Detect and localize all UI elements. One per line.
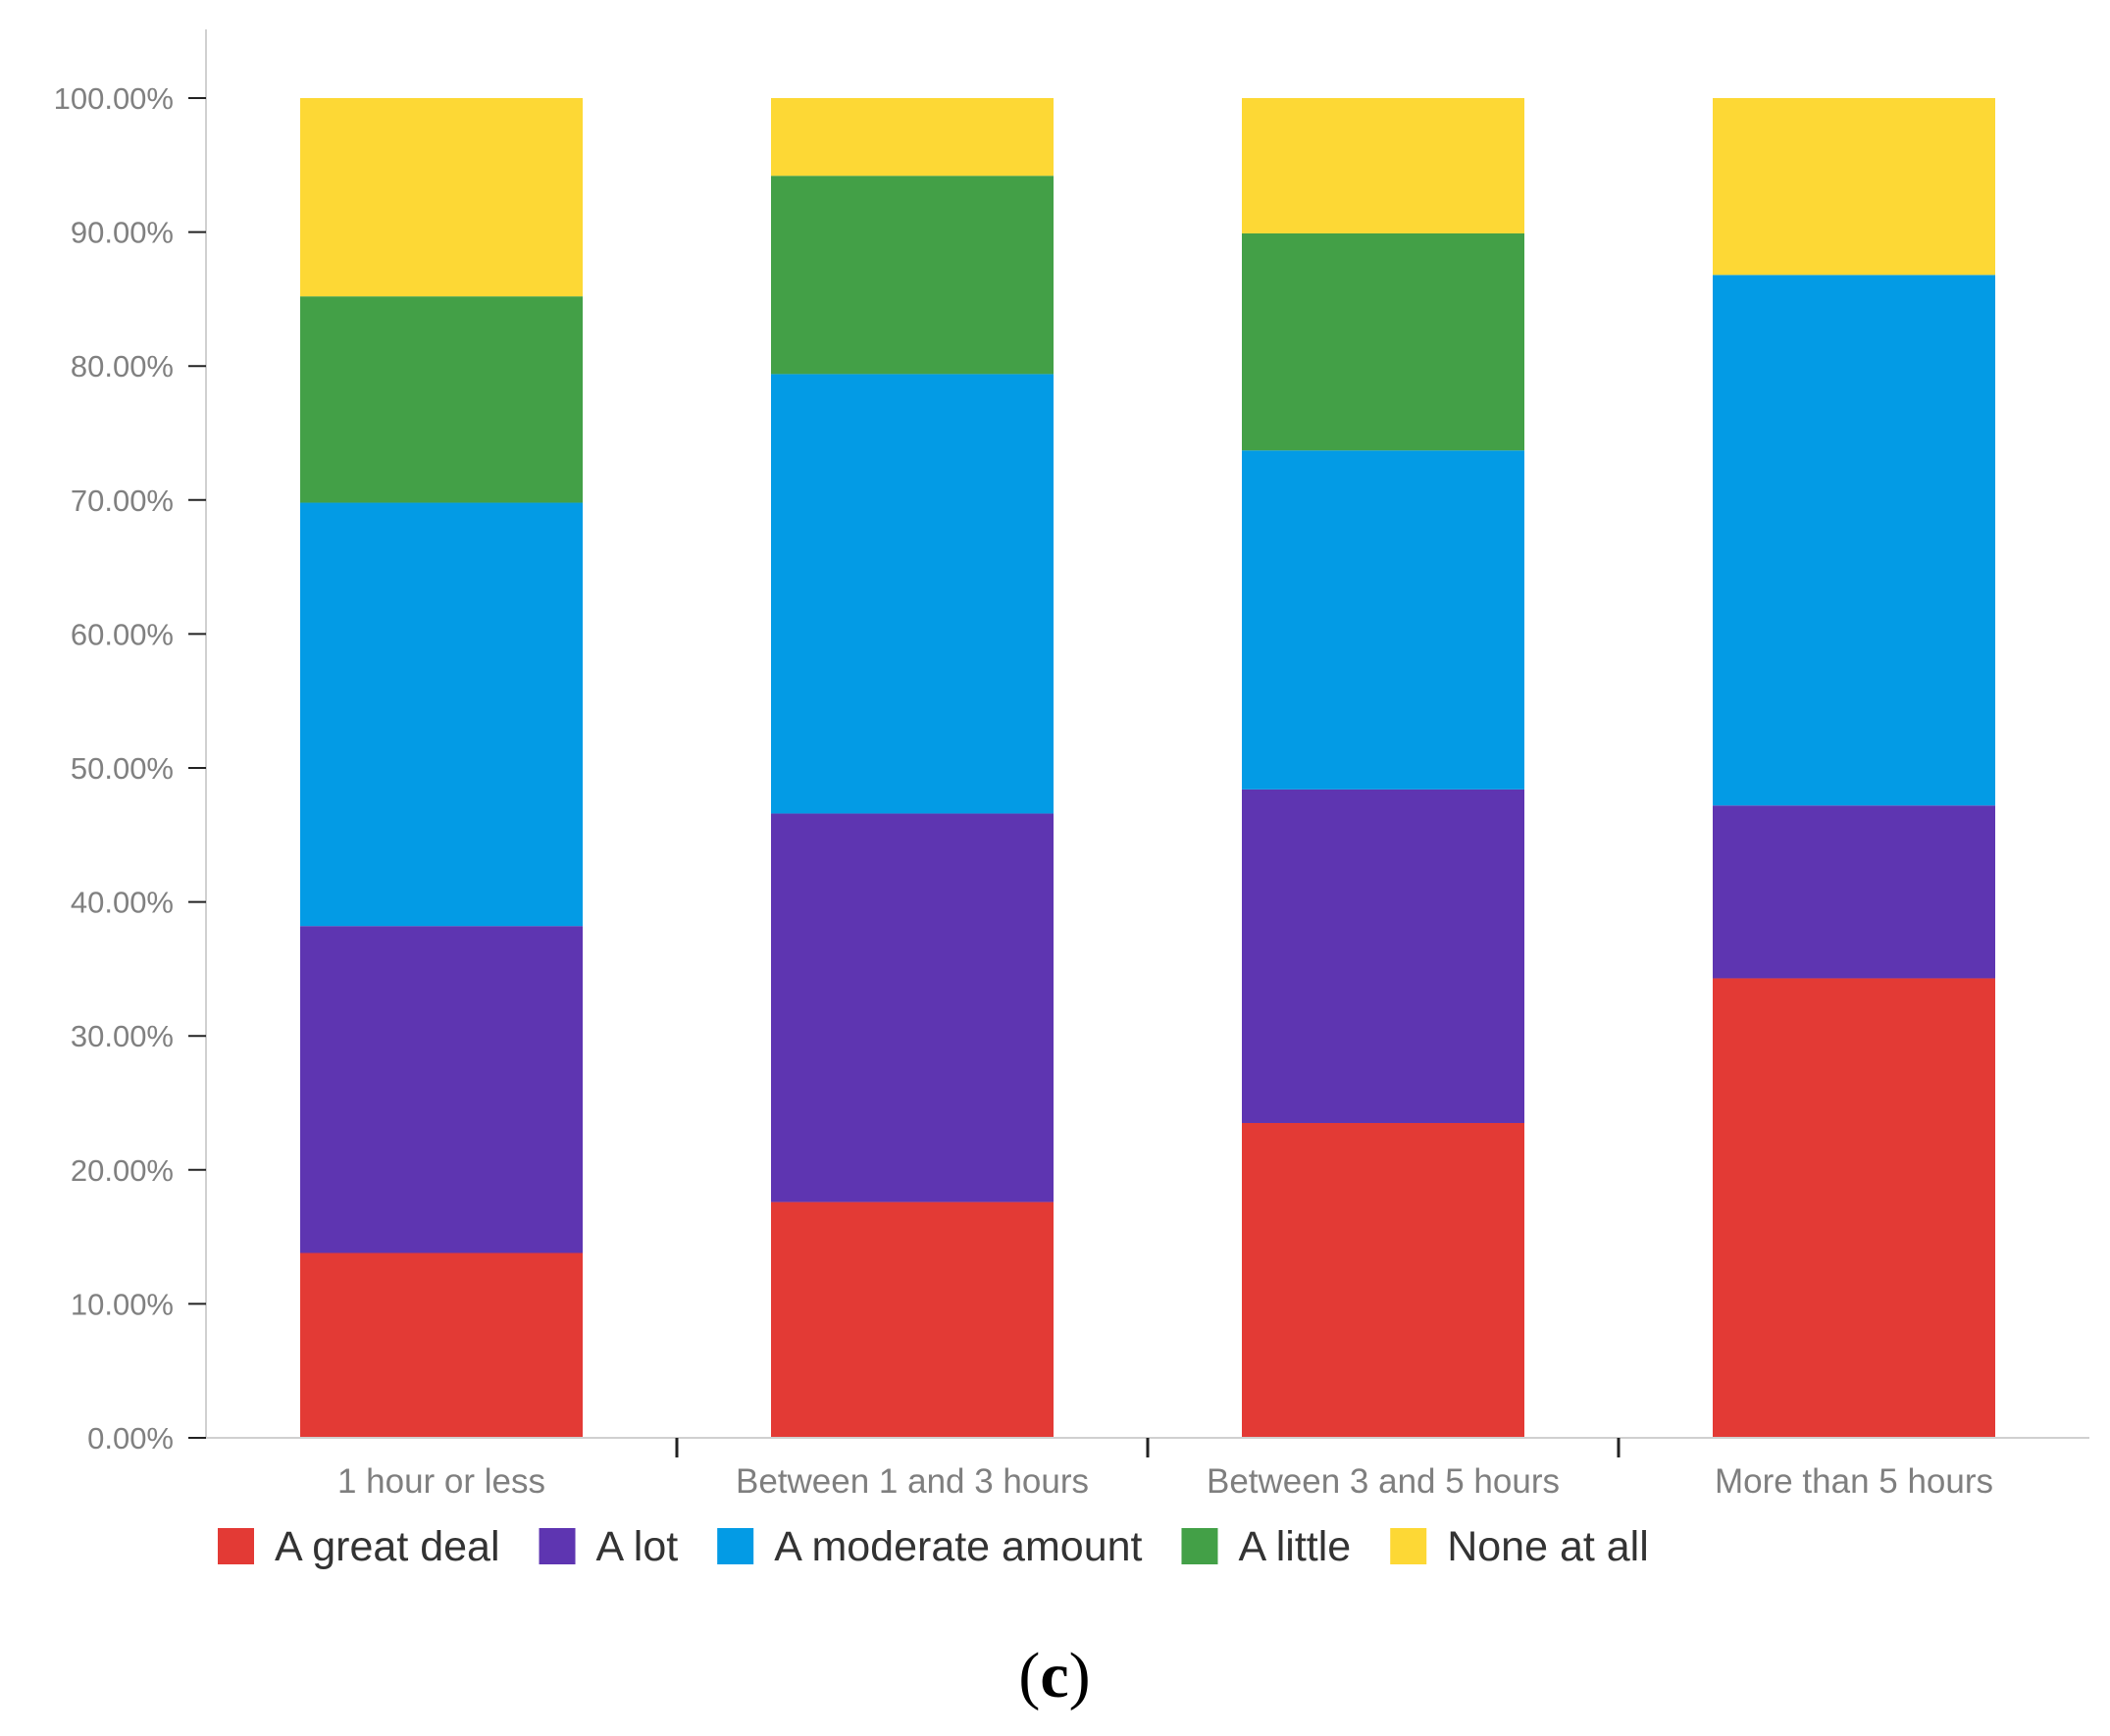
- x-axis: 1 hour or less Between 1 and 3 hours Betwe…: [206, 1437, 2089, 1501]
- bar-segment: [1242, 1122, 1524, 1438]
- legend-label: A moderate amount: [774, 1523, 1142, 1570]
- legend-item: None at all: [1390, 1523, 1649, 1570]
- legend-swatch: [717, 1528, 754, 1564]
- legend-swatch: [1390, 1528, 1427, 1564]
- bar-segment: [771, 98, 1054, 177]
- legend-swatch: [539, 1528, 576, 1564]
- legend-label: A little: [1238, 1523, 1351, 1570]
- y-axis: 0.00% 10.00% 20.00% 30.00% 40.00% 50.00% 60.00…: [54, 29, 207, 1455]
- bar-segment: [300, 98, 583, 297]
- legend-label: None at all: [1447, 1523, 1649, 1570]
- x-category-label: More than 5 hours: [1715, 1462, 1993, 1501]
- panel-caption: (c): [1018, 1640, 1090, 1711]
- bar-segment: [1713, 275, 1995, 806]
- x-category-label: Between 1 and 3 hours: [736, 1462, 1089, 1501]
- y-tick-label: 30.00%: [71, 1019, 174, 1053]
- y-tick-label: 100.00%: [54, 81, 174, 116]
- bar-segment: [1713, 98, 1995, 276]
- caption-close-paren: ): [1069, 1640, 1091, 1711]
- bar-segment: [300, 502, 583, 927]
- bar-segment: [1713, 978, 1995, 1438]
- bar-segment: [771, 1201, 1054, 1438]
- y-tick-label: 70.00%: [71, 484, 174, 518]
- legend-swatch: [218, 1528, 254, 1564]
- x-category-label: Between 3 and 5 hours: [1207, 1462, 1560, 1501]
- y-tick-label: 40.00%: [71, 886, 174, 920]
- y-tick-label: 60.00%: [71, 617, 174, 651]
- y-tick-label: 20.00%: [71, 1153, 174, 1188]
- bar-segment: [300, 926, 583, 1253]
- caption-letter: c: [1040, 1640, 1068, 1711]
- x-category-label: 1 hour or less: [337, 1462, 545, 1501]
- caption-open-paren: (: [1018, 1640, 1040, 1711]
- legend-item: A moderate amount: [717, 1523, 1143, 1570]
- bar-segment: [1713, 805, 1995, 979]
- bar-segment: [300, 296, 583, 503]
- legend-label: A lot: [596, 1523, 679, 1570]
- bar-segment: [771, 176, 1054, 375]
- y-tick-label: 80.00%: [71, 349, 174, 383]
- legend-swatch: [1181, 1528, 1218, 1564]
- bar-segment: [1242, 98, 1524, 233]
- bar-segment: [300, 1252, 583, 1438]
- bar-segment: [771, 374, 1054, 814]
- bar-segment: [771, 813, 1054, 1202]
- y-tick-label: 10.00%: [71, 1287, 174, 1321]
- bar-segment: [1242, 232, 1524, 451]
- bar-segment: [1242, 789, 1524, 1123]
- legend-item: A little: [1181, 1523, 1351, 1570]
- legend-item: A great deal: [218, 1523, 500, 1570]
- legend-item: A lot: [539, 1523, 679, 1570]
- y-tick-label: 90.00%: [71, 216, 174, 250]
- y-tick-label: 0.00%: [87, 1421, 174, 1455]
- y-tick-label: 50.00%: [71, 751, 174, 786]
- legend: A great deal A lot A moderate amount A litt…: [218, 1523, 1649, 1570]
- bar-segment: [1242, 450, 1524, 790]
- bars: [300, 98, 1995, 1438]
- legend-label: A great deal: [275, 1523, 500, 1570]
